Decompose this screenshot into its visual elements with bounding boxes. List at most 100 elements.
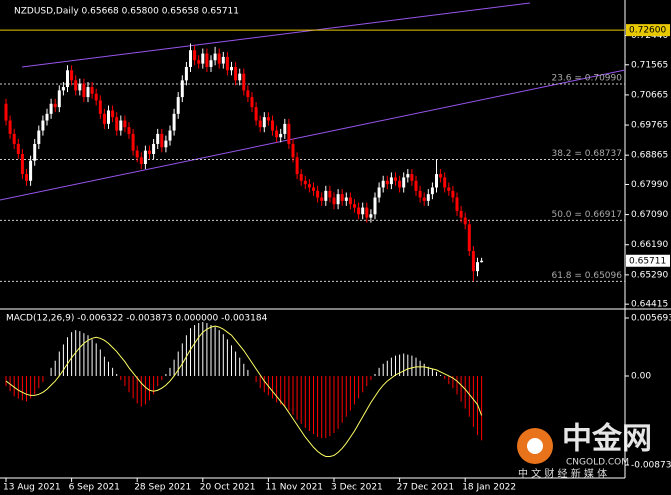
candle-body xyxy=(295,157,299,175)
x-tick-label: 3 Dec 2021 xyxy=(331,483,383,493)
candle-body xyxy=(66,70,69,88)
candle-body xyxy=(320,197,324,201)
candle-body xyxy=(410,174,414,181)
candle-body xyxy=(102,113,106,124)
candle-body xyxy=(340,194,344,201)
candle-body xyxy=(74,80,78,91)
candle-body xyxy=(156,133,160,144)
candle-body xyxy=(33,143,37,161)
candle-body xyxy=(385,180,389,185)
candle-body xyxy=(414,180,418,191)
candle-body xyxy=(16,143,20,154)
candle-body xyxy=(193,50,197,61)
candle-body xyxy=(230,66,233,71)
candle-body xyxy=(57,90,61,108)
candle-body xyxy=(45,113,49,121)
candle-body xyxy=(131,133,135,151)
candle-body xyxy=(275,130,279,138)
price-label-box xyxy=(626,254,670,267)
fib-label: 50.0 = 0.66917 xyxy=(551,210,622,220)
candle-body xyxy=(443,177,447,188)
candle-body xyxy=(238,73,242,81)
candle-body xyxy=(447,187,451,191)
candle-body xyxy=(143,150,147,165)
candle-body xyxy=(344,197,348,201)
x-tick-label: 6 Sep 2021 xyxy=(69,483,120,493)
candle-body xyxy=(119,120,123,131)
y-tick-label: 0.67090 xyxy=(631,210,668,220)
candle-body xyxy=(115,117,119,131)
candle-body xyxy=(402,177,406,188)
candle-body xyxy=(279,133,283,138)
candle-body xyxy=(303,180,307,185)
candle-body xyxy=(189,50,192,67)
candle-body xyxy=(90,87,94,94)
candle-body xyxy=(197,60,201,64)
candle-body xyxy=(394,177,397,181)
candle-body xyxy=(160,133,164,148)
x-tick-label: 18 Jan 2022 xyxy=(462,483,516,493)
candle-body xyxy=(201,53,205,64)
candle-body xyxy=(53,103,57,108)
candle-body xyxy=(250,97,254,108)
candle-body xyxy=(377,187,381,198)
y-tick-label: 0.005693 xyxy=(631,314,671,324)
candle-body xyxy=(332,197,336,205)
y-tick-label: 0.67990 xyxy=(631,180,668,190)
candle-body xyxy=(164,140,168,148)
candle-body xyxy=(291,143,295,158)
candle-body xyxy=(86,87,90,98)
candle-body xyxy=(139,157,143,165)
candle-body xyxy=(418,190,422,198)
candle-body xyxy=(107,110,110,124)
candle-body xyxy=(266,117,270,121)
candle-body xyxy=(328,190,332,198)
candle-body xyxy=(389,177,393,185)
candle-body xyxy=(25,174,28,181)
candle-body xyxy=(426,194,430,201)
candle-body xyxy=(8,120,12,134)
x-tick-label: 13 Aug 2021 xyxy=(3,483,61,493)
watermark: 中金网 CNGOLD.COM 中 文 财 经 新 媒 体 xyxy=(517,422,652,480)
candle-body xyxy=(246,90,250,98)
candle-body xyxy=(451,190,455,198)
candle-body xyxy=(439,174,443,178)
y-tick-label: 0.68865 xyxy=(631,151,668,161)
signal-line xyxy=(5,325,483,457)
candle-body xyxy=(172,113,176,131)
candle-body xyxy=(471,251,475,272)
candle-body xyxy=(357,207,361,215)
y-tick-label: 0.64415 xyxy=(631,300,668,310)
price-label: 0.72600 xyxy=(629,26,666,36)
candle-body xyxy=(381,180,385,188)
y-tick-label: 0.70665 xyxy=(631,90,668,100)
y-tick-label: 0.00 xyxy=(631,371,651,381)
candle-body xyxy=(287,123,291,144)
x-tick-label: 11 Nov 2021 xyxy=(265,483,323,493)
candle-body xyxy=(41,120,45,131)
candle-body xyxy=(205,53,209,67)
candle-body xyxy=(78,83,82,91)
brand: 中金网 xyxy=(562,422,652,457)
site: CNGOLD.COM xyxy=(566,458,629,468)
candle-body xyxy=(12,133,16,144)
candle-body xyxy=(373,197,377,215)
logo-inner xyxy=(527,438,543,454)
candle-body xyxy=(316,190,320,198)
candle-body xyxy=(184,66,188,81)
candle-body xyxy=(271,120,274,131)
candle-body xyxy=(312,187,315,191)
candle-body xyxy=(168,130,172,141)
candle-body xyxy=(127,127,131,134)
candle-body xyxy=(234,66,238,81)
candle-body xyxy=(406,174,410,178)
candle-body xyxy=(29,160,33,181)
candle-body xyxy=(176,97,180,114)
candle-body xyxy=(111,110,115,118)
candle-body xyxy=(242,73,246,91)
y-tick-label: 0.71565 xyxy=(631,60,668,70)
candle-body xyxy=(82,83,86,98)
candle-body xyxy=(258,120,262,128)
candle-body xyxy=(20,154,24,175)
candle-body xyxy=(422,197,426,201)
